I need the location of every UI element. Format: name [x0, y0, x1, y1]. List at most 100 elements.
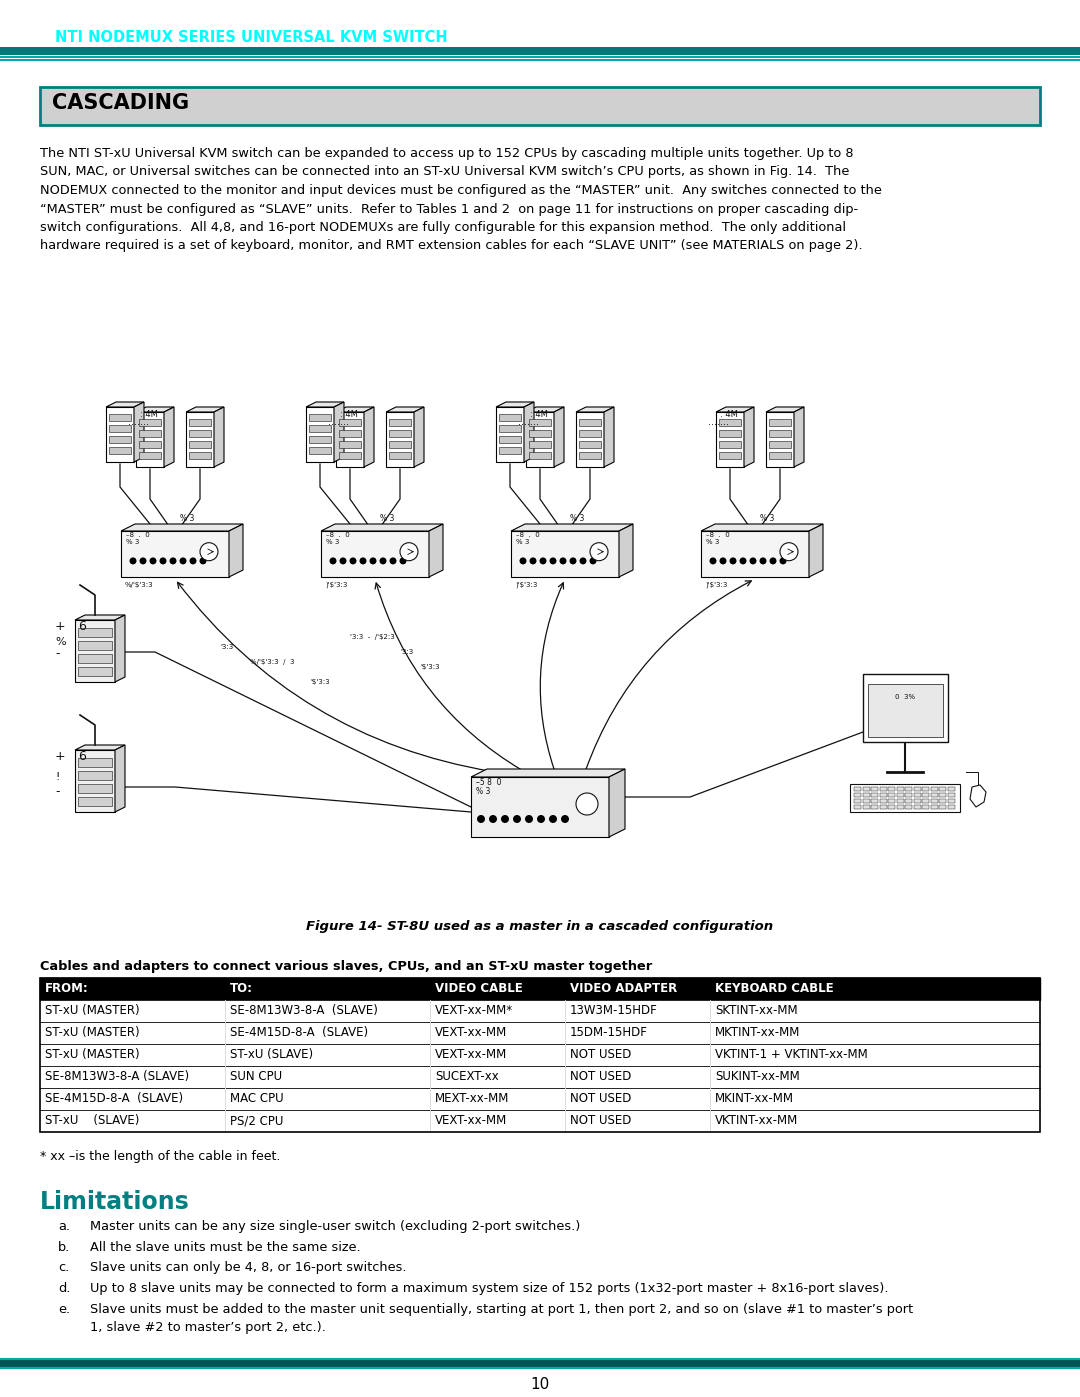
Bar	[106, 407, 134, 462]
Circle shape	[400, 557, 406, 564]
Bar	[854, 805, 861, 809]
Bar	[888, 792, 895, 798]
Bar	[870, 792, 878, 798]
Text: VEXT-xx-MM*: VEXT-xx-MM*	[435, 1004, 513, 1017]
Polygon shape	[414, 407, 424, 467]
Bar	[931, 805, 937, 809]
Text: SUN CPU: SUN CPU	[230, 1070, 282, 1083]
Bar	[40, 1088, 1040, 1111]
Text: : 4M: : 4M	[530, 409, 548, 419]
Text: VEXT-xx-MM: VEXT-xx-MM	[435, 1113, 508, 1127]
Bar	[78, 784, 112, 793]
Bar	[947, 787, 955, 791]
Polygon shape	[336, 407, 374, 412]
Bar	[0, 59, 1080, 61]
Text: -: -	[55, 647, 59, 661]
Circle shape	[489, 814, 497, 823]
Circle shape	[130, 557, 136, 564]
Circle shape	[501, 814, 509, 823]
Text: 0  3%: 0 3%	[895, 694, 915, 700]
Polygon shape	[321, 524, 443, 531]
Text: Cables and adapters to connect various slaves, CPUs, and an ST-xU master togethe: Cables and adapters to connect various s…	[40, 960, 652, 972]
Circle shape	[540, 557, 546, 564]
Bar	[701, 531, 809, 577]
Bar	[109, 436, 131, 443]
Text: MEXT-xx-MM: MEXT-xx-MM	[435, 1092, 510, 1105]
Circle shape	[719, 557, 727, 564]
Text: 13W3M-15HDF: 13W3M-15HDF	[570, 1004, 658, 1017]
Text: Limitations: Limitations	[40, 1190, 190, 1214]
Circle shape	[379, 557, 387, 564]
Bar	[529, 430, 551, 437]
Text: Slave units must be added to the master unit sequentially, starting at port 1, t: Slave units must be added to the master …	[90, 1303, 913, 1316]
Bar	[139, 453, 161, 460]
Bar	[75, 750, 114, 812]
Text: : 4M: : 4M	[720, 409, 738, 419]
Circle shape	[529, 557, 537, 564]
Bar	[40, 1023, 1040, 1044]
Bar	[868, 685, 943, 738]
Bar	[870, 787, 878, 791]
Bar	[45, 346, 1035, 902]
Bar	[888, 799, 895, 803]
Text: c.: c.	[58, 1261, 69, 1274]
Text: %/'$'3:3: %/'$'3:3	[125, 583, 153, 588]
Text: '3:3: '3:3	[220, 644, 233, 650]
Bar	[914, 787, 920, 791]
Bar	[40, 1066, 1040, 1088]
Text: %: %	[55, 637, 66, 647]
Bar	[336, 412, 364, 467]
Bar	[879, 787, 887, 791]
Bar	[576, 412, 604, 467]
Circle shape	[769, 557, 777, 564]
Circle shape	[513, 814, 521, 823]
Polygon shape	[970, 785, 986, 807]
Bar	[939, 792, 946, 798]
Text: VIDEO CABLE: VIDEO CABLE	[435, 982, 523, 995]
Polygon shape	[511, 524, 633, 531]
Bar	[863, 673, 948, 742]
Circle shape	[160, 557, 166, 564]
Text: NTI NODEMUX SERIES UNIVERSAL KVM SWITCH: NTI NODEMUX SERIES UNIVERSAL KVM SWITCH	[55, 29, 447, 45]
Text: PS/2 CPU: PS/2 CPU	[230, 1113, 283, 1127]
Bar	[309, 414, 330, 420]
Text: 15DM-15HDF: 15DM-15HDF	[570, 1025, 648, 1039]
Polygon shape	[604, 407, 615, 467]
Bar	[40, 978, 1040, 1132]
Text: MKINT-xx-MM: MKINT-xx-MM	[715, 1092, 794, 1105]
Polygon shape	[186, 407, 224, 412]
Bar	[389, 441, 411, 448]
Bar	[939, 799, 946, 803]
Bar	[896, 792, 904, 798]
Bar	[339, 430, 361, 437]
Text: Up to 8 slave units may be connected to form a maximum system size of 152 ports : Up to 8 slave units may be connected to …	[90, 1282, 889, 1295]
Bar	[719, 430, 741, 437]
Text: CASCADING: CASCADING	[52, 94, 189, 113]
Polygon shape	[164, 407, 174, 467]
Circle shape	[759, 557, 767, 564]
Bar	[526, 412, 554, 467]
Bar	[914, 799, 920, 803]
Bar	[719, 441, 741, 448]
Circle shape	[549, 814, 557, 823]
Bar	[854, 787, 861, 791]
Bar	[529, 453, 551, 460]
Bar	[939, 787, 946, 791]
Text: KEYBOARD CABLE: KEYBOARD CABLE	[715, 982, 834, 995]
Circle shape	[740, 557, 746, 564]
Bar	[78, 654, 112, 664]
Circle shape	[350, 557, 356, 564]
Bar	[896, 787, 904, 791]
Bar	[854, 799, 861, 803]
Bar	[121, 531, 229, 577]
Bar	[189, 430, 211, 437]
Circle shape	[550, 557, 556, 564]
Text: .......: .......	[518, 416, 539, 427]
Text: NODEMUX connected to the monitor and input devices must be configured as the “MA: NODEMUX connected to the monitor and inp…	[40, 184, 882, 197]
Text: * xx –is the length of the cable in feet.: * xx –is the length of the cable in feet…	[40, 1150, 281, 1162]
Text: VIDEO ADAPTER: VIDEO ADAPTER	[570, 982, 677, 995]
Circle shape	[519, 557, 527, 564]
Text: +: +	[55, 750, 66, 764]
Circle shape	[189, 557, 197, 564]
Text: % 3: % 3	[476, 787, 490, 796]
